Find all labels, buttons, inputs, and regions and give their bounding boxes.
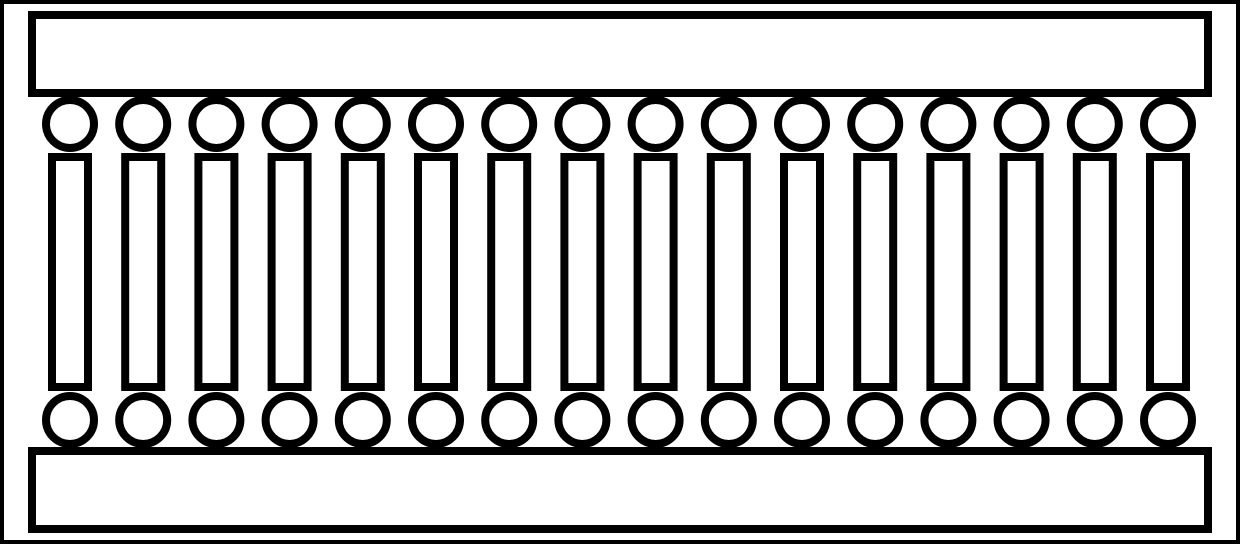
bottom-circle-icon [485, 396, 533, 444]
top-circle-icon [558, 100, 606, 148]
column-bar [345, 157, 381, 387]
top-circle-icon [998, 100, 1046, 148]
bottom-circle-icon [46, 396, 94, 444]
top-circle-icon [851, 100, 899, 148]
schematic-diagram [0, 0, 1240, 544]
bottom-circle-icon [339, 396, 387, 444]
column-bar [857, 157, 893, 387]
top-circle-icon [119, 100, 167, 148]
column-bar [125, 157, 161, 387]
column-bar [711, 157, 747, 387]
column-bar [1150, 157, 1186, 387]
column-bar [564, 157, 600, 387]
bottom-plate [32, 451, 1208, 529]
top-circle-icon [1071, 100, 1119, 148]
bottom-circle-icon [266, 396, 314, 444]
bottom-circle-icon [705, 396, 753, 444]
column-bar [1077, 157, 1113, 387]
top-circle-icon [924, 100, 972, 148]
top-plate [32, 15, 1208, 93]
column-bar [418, 157, 454, 387]
column-bar [1004, 157, 1040, 387]
top-circle-icon [1144, 100, 1192, 148]
bottom-circle-icon [998, 396, 1046, 444]
bottom-circle-icon [192, 396, 240, 444]
bottom-circle-icon [1144, 396, 1192, 444]
bottom-circle-icon [851, 396, 899, 444]
top-circle-icon [339, 100, 387, 148]
bottom-circle-icon [558, 396, 606, 444]
column-bar [52, 157, 88, 387]
column-bar [784, 157, 820, 387]
column-bar [272, 157, 308, 387]
top-circle-icon [485, 100, 533, 148]
top-circle-icon [46, 100, 94, 148]
bottom-circle-icon [778, 396, 826, 444]
bottom-circle-icon [632, 396, 680, 444]
top-circle-icon [778, 100, 826, 148]
column-bar [491, 157, 527, 387]
bottom-circle-icon [412, 396, 460, 444]
column-bar [638, 157, 674, 387]
bottom-circle-icon [119, 396, 167, 444]
top-circle-icon [412, 100, 460, 148]
column-bar [198, 157, 234, 387]
bottom-circle-icon [924, 396, 972, 444]
bottom-circle-icon [1071, 396, 1119, 444]
top-circle-icon [266, 100, 314, 148]
top-circle-icon [632, 100, 680, 148]
top-circle-icon [705, 100, 753, 148]
column-bar [930, 157, 966, 387]
top-circle-icon [192, 100, 240, 148]
